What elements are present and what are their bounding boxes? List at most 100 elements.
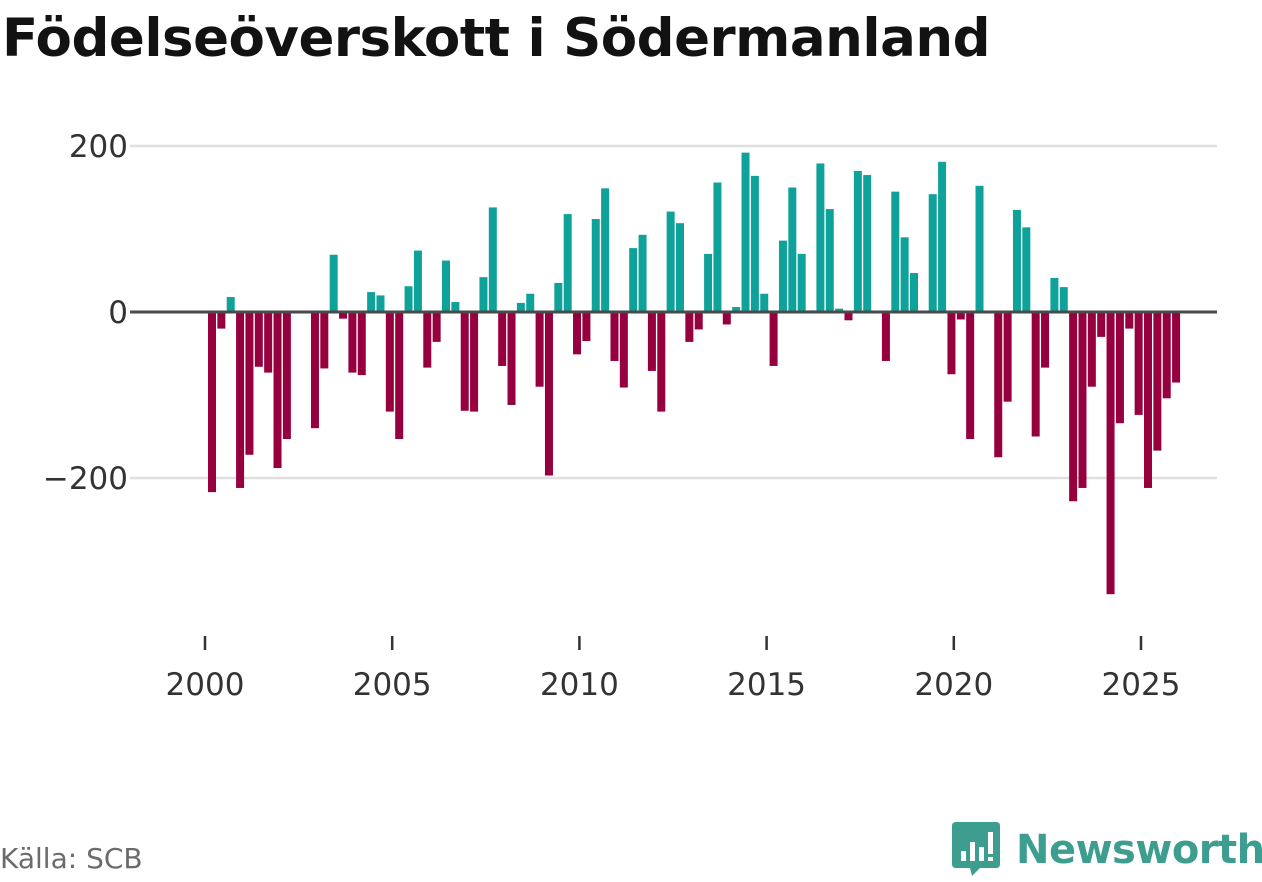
bar-positive [928,194,937,312]
bar-positive [713,182,722,312]
brand-logo: Newsworthy [950,818,1262,882]
bar-positive [741,152,750,312]
x-tick-label: 2005 [353,667,432,703]
bar-negative [217,312,226,329]
bar-negative [1041,312,1050,368]
gridlines [130,144,1217,480]
bar-positive [797,253,806,312]
bar-negative [722,312,731,325]
x-tick-label: 2015 [727,667,806,703]
bar-negative [310,312,319,429]
bar-positive [788,187,797,312]
bar-positive [666,211,675,312]
bar-positive [367,292,376,312]
bars [208,152,1181,595]
bar-negative [1087,312,1096,387]
bar-negative [236,312,245,488]
bar-negative [254,312,263,367]
bar-negative [647,312,656,371]
bar-negative [1003,312,1012,402]
y-tick-label: 0 [108,295,128,331]
bar-positive [376,295,385,312]
bar-negative [994,312,1003,458]
bar-negative [966,312,975,439]
bar-positive [676,223,684,312]
bar-negative [507,312,516,405]
bar-positive [526,293,535,312]
bar-positive [563,214,572,312]
x-axis: 2000 2005 2010 2015 2020 2025 [166,636,1181,703]
bar-negative [1125,312,1134,329]
bar-negative [1078,312,1087,488]
bar-positive [1059,287,1068,312]
bar-negative [339,312,348,319]
x-tick-label: 2000 [166,667,245,703]
bar-negative [1172,312,1181,383]
bar-negative [423,312,432,368]
bar-negative [245,312,254,455]
bar-positive [938,161,947,312]
bar-positive [226,297,235,312]
bar-negative [385,312,394,412]
bar-negative [573,312,582,355]
bar-negative [208,312,216,493]
bar-negative [320,312,329,369]
bar-negative [1097,312,1106,337]
x-tick-label: 2025 [1102,667,1181,703]
y-tick-label: −200 [43,461,128,497]
bar-positive [704,253,713,312]
bar-negative [1144,312,1152,488]
bar-negative [1069,312,1078,502]
bar-positive [601,188,610,312]
bar-negative [395,312,404,439]
bar-positive [1050,277,1059,312]
bar-negative [1106,312,1115,595]
bar-positive [404,286,413,312]
bar-positive [329,254,338,312]
bar-negative [844,312,853,321]
bar-positive [778,240,787,312]
newsworthy-logo-icon [950,818,1002,882]
bar-positive [488,207,497,312]
bar-negative [1162,312,1171,399]
bar-negative [582,312,591,342]
bar-negative [432,312,441,342]
bar-negative [769,312,778,366]
bar-negative [881,312,890,361]
chart-title: Födelseöverskott i Södermanland [2,8,991,69]
bar-positive [760,293,769,312]
bar-negative [956,312,965,320]
bar-positive [479,277,488,312]
bar-positive [750,175,759,312]
bar-negative [657,312,666,412]
bar-positive [816,163,825,312]
bar-negative [282,312,291,439]
bar-negative [1115,312,1124,424]
x-tick-label: 2020 [914,667,993,703]
bar-positive [442,260,450,312]
bar-positive [835,308,844,312]
bar-positive [825,209,834,312]
bar-positive [732,307,741,312]
bar-positive [638,234,647,312]
bar-positive [891,191,900,312]
bar-negative [610,312,619,361]
bar-negative [460,312,469,411]
bar-negative [273,312,282,469]
brand-name: Newsworthy [1016,827,1262,873]
bar-negative [535,312,544,387]
bar-negative [1134,312,1143,415]
bar-positive [1012,209,1021,312]
bar-positive [554,282,563,312]
bar-positive [863,175,872,312]
bar-positive [910,272,918,312]
bar-positive [516,302,525,312]
bar-positive [1022,227,1031,312]
bar-positive [629,248,638,312]
bar-negative [544,312,553,476]
bar-positive [900,237,909,312]
bar-negative [498,312,507,366]
bar-positive [413,250,422,312]
bar-negative [685,312,694,342]
